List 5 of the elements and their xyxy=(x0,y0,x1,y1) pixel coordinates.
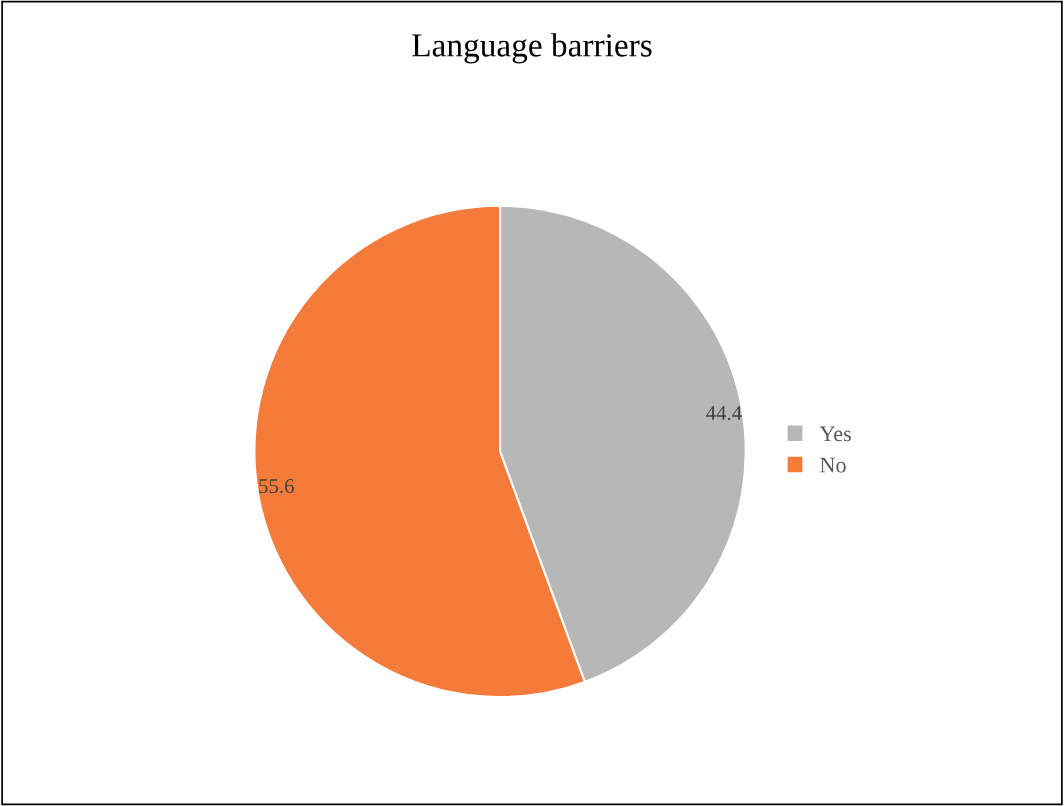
legend-label: No xyxy=(820,457,846,473)
chart-title: Language barriers xyxy=(412,33,652,64)
data-label: 44.4 xyxy=(706,406,742,421)
data-label: 55.6 xyxy=(259,479,294,494)
legend-label: Yes xyxy=(819,426,851,442)
